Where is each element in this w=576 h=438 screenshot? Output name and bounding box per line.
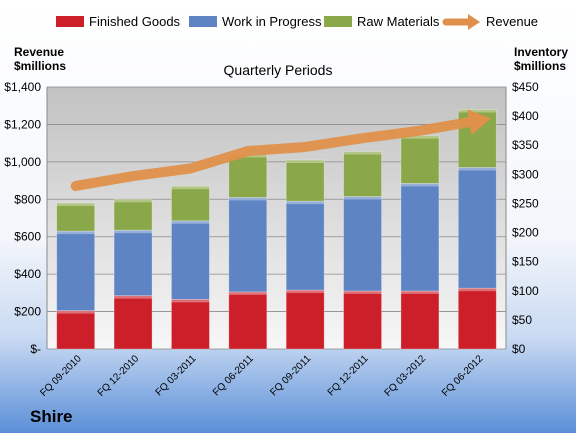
bar-finished-goods [56, 310, 96, 350]
bar-work-in-progress [400, 182, 440, 292]
right-tick-label: $100 [512, 284, 539, 298]
right-tick-label: $200 [512, 226, 539, 240]
legend-raw-materials-swatch [324, 16, 352, 27]
right-tick-label: $400 [512, 109, 539, 123]
bar-finished-goods-highlight [343, 290, 382, 294]
left-tick-label: $400 [14, 267, 41, 281]
bar-finished-goods-highlight [400, 290, 439, 294]
bar-work-in-progress [285, 200, 325, 291]
left-tick-label: $1,000 [4, 155, 41, 169]
right-tick-label: $450 [512, 80, 539, 94]
legend-revenue-label: Revenue [486, 14, 538, 29]
left-axis-title-line1: Revenue [14, 45, 64, 59]
bar-raw-materials-highlight [343, 151, 382, 155]
left-axis: $- $200 $400 $600 $800 $1,000 $1,200 $1,400 [4, 80, 48, 356]
right-tick-label: $150 [512, 255, 539, 269]
right-tick-label: $50 [512, 313, 532, 327]
bar-raw-materials [343, 151, 382, 197]
bar-raw-materials-highlight [114, 199, 153, 203]
bar-raw-materials-highlight [56, 203, 95, 207]
right-tick-label: $300 [512, 167, 539, 181]
right-axis-title-line2: $millions [514, 59, 566, 73]
bar-work-in-progress-highlight [458, 167, 497, 171]
legend-revenue-arrow [468, 14, 480, 30]
legend: Finished Goods Work in Progress Raw Materi… [56, 14, 538, 30]
bar-raw-materials [171, 185, 210, 222]
bar-work-in-progress-highlight [286, 201, 325, 205]
bar-work-in-progress [56, 230, 96, 312]
left-tick-label: $600 [14, 230, 41, 244]
bar-work-in-progress-highlight [400, 183, 439, 187]
bar-work-in-progress-highlight [56, 231, 95, 235]
right-tick-label: $0 [512, 342, 526, 356]
bars [56, 109, 497, 350]
bar-raw-materials [400, 135, 440, 184]
chart-title: Quarterly Periods [224, 62, 333, 78]
right-axis-title-line1: Inventory [514, 45, 568, 59]
legend-work-in-progress-label: Work in Progress [222, 14, 322, 29]
bar-finished-goods-highlight [228, 291, 267, 295]
bar-raw-materials [228, 153, 268, 198]
left-axis-title-line2: $millions [14, 59, 66, 73]
legend-raw-materials-label: Raw Materials [357, 14, 440, 29]
left-tick-label: $800 [14, 192, 41, 206]
bar-raw-materials [56, 202, 96, 232]
left-tick-label: $1,200 [4, 117, 41, 131]
bar-finished-goods [285, 289, 325, 350]
bar-work-in-progress-highlight [171, 220, 210, 224]
company-name: Shire [30, 407, 73, 426]
bar-finished-goods [457, 287, 497, 350]
bar-finished-goods [113, 295, 153, 350]
right-tick-label: $250 [512, 196, 539, 210]
legend-work-in-progress-swatch [189, 16, 217, 27]
bar-finished-goods-highlight [171, 299, 210, 303]
legend-finished-goods-label: Finished Goods [89, 14, 181, 29]
bar-work-in-progress [113, 229, 153, 297]
bar-work-in-progress [343, 196, 382, 292]
bar-finished-goods [171, 299, 210, 350]
revenue-arrowhead [467, 109, 492, 135]
revenue-line-path [70, 116, 477, 191]
bar-raw-materials [113, 198, 153, 231]
left-tick-label: $1,400 [4, 80, 41, 94]
bar-raw-materials-highlight [171, 186, 210, 190]
left-tick-label: $- [30, 342, 41, 356]
bar-finished-goods-highlight [458, 288, 497, 292]
bar-finished-goods [228, 291, 268, 350]
bar-raw-materials [285, 159, 325, 202]
bar-raw-materials-highlight [400, 135, 439, 139]
bar-work-in-progress [171, 220, 210, 300]
bar-work-in-progress [457, 167, 497, 289]
bar-work-in-progress-highlight [114, 230, 153, 234]
revenue-line [70, 109, 492, 191]
right-tick-label: $350 [512, 138, 539, 152]
bar-raw-materials-highlight [286, 159, 325, 163]
bar-finished-goods-highlight [56, 310, 95, 314]
bar-work-in-progress-highlight [343, 196, 382, 200]
bar-finished-goods [343, 290, 382, 350]
bar-raw-materials-highlight [458, 109, 497, 113]
bar-work-in-progress [228, 197, 268, 293]
bar-finished-goods-highlight [114, 295, 153, 299]
right-axis: $0 $50 $100 $150 $200 $250 $300 $350 $400 $450 [505, 80, 539, 356]
bar-finished-goods [400, 290, 440, 350]
legend-finished-goods-swatch [56, 16, 84, 27]
left-tick-label: $200 [14, 305, 41, 319]
bar-finished-goods-highlight [286, 290, 325, 294]
bar-work-in-progress-highlight [228, 197, 267, 201]
